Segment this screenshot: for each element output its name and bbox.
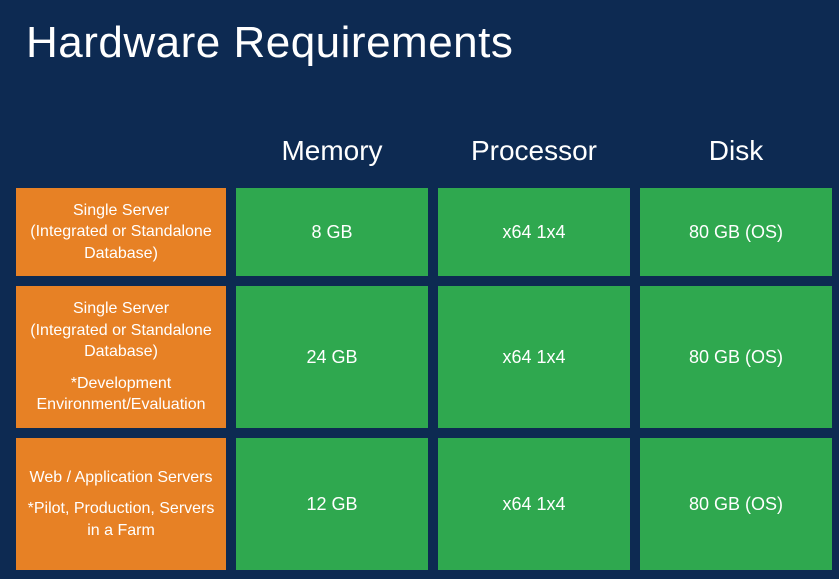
row-header-sub2: *Development Environment/Evaluation <box>24 373 218 416</box>
table-row: Single Server (Integrated or Standalone D… <box>12 184 836 280</box>
table-row: Single Server (Integrated or Standalone D… <box>12 282 836 432</box>
row-header-sub1: (Integrated or Standalone Database) <box>24 320 218 363</box>
table-corner <box>12 132 230 182</box>
cell-processor: x64 1x4 <box>434 434 634 574</box>
row-header: Web / Application Servers *Pilot, Product… <box>12 434 230 574</box>
requirements-table: Memory Processor Disk Single Server(Inte… <box>10 130 829 576</box>
table-header-row: Memory Processor Disk <box>12 132 836 182</box>
row-header: Single Server (Integrated or Standalone D… <box>12 184 230 280</box>
table: Memory Processor Disk Single Server (Inte… <box>10 130 838 576</box>
row-header: Single Server (Integrated or Standalone D… <box>12 282 230 432</box>
row-header-main: Web / Application Servers <box>30 469 213 486</box>
colhead-processor: Processor <box>434 132 634 182</box>
cell-disk: 80 GB (OS) <box>636 434 836 574</box>
row-header-main: Single Server <box>73 300 169 317</box>
cell-memory: 24 GB <box>232 282 432 432</box>
colhead-memory: Memory <box>232 132 432 182</box>
slide-title: Hardware Requirements <box>26 18 513 68</box>
colhead-disk: Disk <box>636 132 836 182</box>
cell-memory: 12 GB <box>232 434 432 574</box>
row-header-main: Single Server <box>73 202 169 219</box>
table-row: Web / Application Servers *Pilot, Product… <box>12 434 836 574</box>
cell-processor: x64 1x4 <box>434 282 634 432</box>
row-header-sub1: (Integrated or Standalone Database) <box>24 221 218 264</box>
slide: Hardware Requirements Memory Processor D… <box>0 0 839 579</box>
cell-disk: 80 GB (OS) <box>636 184 836 280</box>
cell-disk: 80 GB (OS) <box>636 282 836 432</box>
cell-memory: 8 GB <box>232 184 432 280</box>
cell-processor: x64 1x4 <box>434 184 634 280</box>
row-header-sub2: *Pilot, Production, Servers in a Farm <box>24 498 218 541</box>
